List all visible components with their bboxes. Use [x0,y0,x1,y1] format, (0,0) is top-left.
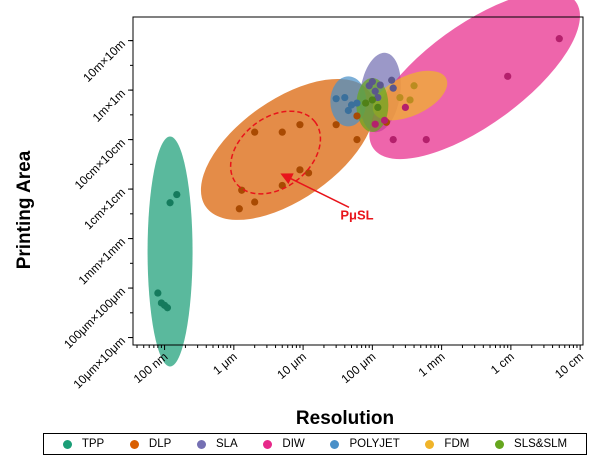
x-tick-label: 1 cm [488,350,517,377]
point-dlp [238,186,246,194]
region-diw [369,0,580,160]
y-axis-ticks: 10μm×10μm100μm×100μm1mm×1mm1cm×1cm10cm×1… [61,37,133,391]
point-dlp [353,135,361,144]
region-tpp [147,136,193,367]
point-polyjet [347,101,356,109]
point-tpp [166,199,174,207]
legend-label: SLA [215,438,238,450]
point-fdm [406,96,414,104]
point-dlp [296,121,304,129]
y-tick-label: 10cm×10cm [72,136,128,192]
legend-item-sls-slm: SLS&SLM [495,438,567,450]
point-dlp [304,169,313,177]
legend-item-dlp: DLP [129,438,172,450]
annotations: PμSL [229,110,374,222]
point-sls-slm [374,103,382,111]
point-sla [388,76,396,84]
x-tick-label: 100 μm [338,350,378,387]
point-dlp [332,121,340,129]
point-sls-slm [368,96,376,104]
legend-marker [129,439,139,449]
point-tpp [163,304,172,312]
point-tpp [154,289,162,297]
point-diw [422,135,430,144]
point-polyjet [341,93,349,102]
point-sla [376,81,384,89]
point-sla [374,93,382,102]
point-sls-slm [362,99,370,107]
point-dlp [235,205,243,213]
data-points [154,35,563,312]
y-axis-title: Printing Area [14,150,35,269]
legend-label: DLP [148,438,172,450]
annotation-pmusl-label: PμSL [340,207,373,222]
technology-regions [147,0,580,367]
point-polyjet [344,106,352,115]
x-tick-label: 10 μm [274,350,309,382]
legend-item-fdm: FDM [425,438,469,450]
point-polyjet [332,95,340,103]
point-polyjet [353,99,361,107]
y-tick-label: 1cm×1cm [81,185,128,232]
legend-item-diw: DIW [263,438,305,450]
annotation-arrow [280,173,350,208]
point-diw [401,103,410,111]
y-tick-label: 1mm×1mm [76,235,129,288]
legend-marker [196,439,206,449]
point-dlp [296,166,304,174]
legend-marker [263,439,273,449]
point-tpp [173,190,181,199]
point-diw [371,120,379,128]
legend-item-sla: SLA [196,438,238,450]
point-sla [368,78,376,86]
legend-label: TPP [81,438,105,450]
point-diw [555,35,563,43]
x-tick-label: 10 cm [552,350,586,382]
region-sls-slm [356,78,389,133]
legend-label: SLS&SLM [514,438,568,450]
point-sla [389,84,397,92]
legend-marker [425,439,435,449]
legend-label: POLYJET [349,438,400,450]
x-tick-label: 100 nm [131,350,171,386]
legend-item-tpp: TPP [62,438,105,450]
point-sla [371,87,379,95]
x-tick-label: 1 mm [416,350,448,380]
x-axis-ticks: 100 nm 1 μm 10 μm 100 μm 1 mm 1 cm 10 cm [131,345,586,386]
legend-item-polyjet: POLYJET [330,438,400,450]
point-dlp [251,198,259,206]
legend-marker [495,439,505,449]
point-dlp [251,128,259,136]
region-dlp [200,78,375,220]
y-tick-label: 10m×10m [80,37,128,85]
point-dlp [353,112,361,120]
plot-frame [132,16,584,346]
point-fdm [396,93,404,102]
legend-marker [330,439,340,449]
legend-marker [62,439,72,449]
point-dlp [278,128,286,136]
x-axis-title: Resolution [296,408,394,429]
legend: TPP DLP SLA DIW POLYJET FDM SLS&SLM [43,433,587,455]
legend-label: DIW [282,438,305,450]
point-diw [389,135,397,144]
point-diw [504,72,512,80]
y-tick-label: 1m×1m [90,86,128,124]
x-tick-label: 1 μm [210,350,240,378]
point-fdm [410,82,418,90]
point-diw [380,116,389,124]
legend-label: FDM [444,438,470,450]
pmusl-region [229,110,322,195]
